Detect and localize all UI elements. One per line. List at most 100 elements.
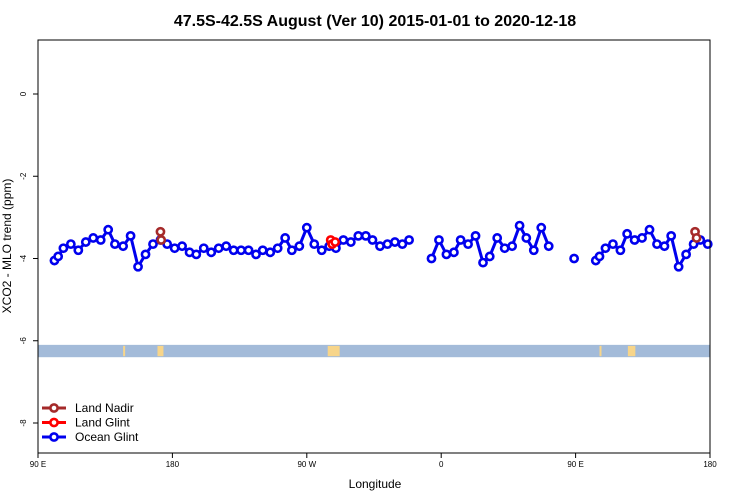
ocean-glint-point-0-44 bbox=[367, 235, 378, 245]
ocean-glint-point-0-42 bbox=[353, 230, 364, 241]
ocean-glint-point-0-18 bbox=[177, 241, 188, 252]
legend-marker-land-nadir bbox=[49, 403, 59, 413]
ocean-glint-point-3-7 bbox=[637, 233, 647, 243]
y-tick-label-0: 0 bbox=[19, 91, 28, 96]
ocean-glint-point-0-29 bbox=[257, 245, 268, 256]
ocean-glint-point-0-9 bbox=[110, 239, 120, 250]
ocean-glint-point-3-5 bbox=[622, 228, 633, 239]
ocean-glint-point-0-4 bbox=[73, 245, 84, 256]
legend-label-land-nadir: Land Nadir bbox=[75, 401, 134, 415]
legend-label-land-glint: Land Glint bbox=[75, 416, 130, 430]
plot-frame bbox=[37, 39, 711, 454]
ocean-glint-point-1-12 bbox=[514, 220, 525, 231]
x-tick-label-3: 0 bbox=[439, 460, 444, 469]
ocean-glint-point-3-9 bbox=[652, 239, 662, 250]
ocean-glint-point-0-40 bbox=[338, 235, 349, 245]
land-patch-0 bbox=[123, 345, 126, 357]
ocean-glint-point-1-6 bbox=[470, 230, 481, 241]
ocean-glint-point-0-37 bbox=[316, 245, 327, 256]
legend-item-land-glint: Land Glint bbox=[42, 416, 130, 430]
series-ocean-glint bbox=[49, 220, 713, 272]
series-land-nadir bbox=[155, 226, 702, 245]
ocean-glint-point-0-34 bbox=[294, 241, 305, 252]
ocean-glint-point-0-7 bbox=[95, 235, 106, 245]
y-axis: 0 -2 -4 -6 -8 bbox=[19, 91, 38, 427]
ocean-glint-point-0-10 bbox=[118, 241, 129, 252]
ocean-glint-point-1-5 bbox=[463, 239, 473, 250]
ocean-glint-point-1-3 bbox=[448, 247, 459, 258]
ocean-glint-point-0-45 bbox=[375, 241, 385, 252]
ocean-glint-point-0-47 bbox=[390, 237, 400, 247]
ocean-glint-point-0-8 bbox=[103, 224, 114, 235]
ocean-glint-point-0-32 bbox=[280, 233, 291, 243]
ocean-glint-point-0-26 bbox=[236, 245, 246, 256]
legend-marker-ocean-glint bbox=[49, 432, 59, 442]
x-axis: 90 E 180 90 W 0 90 E 180 bbox=[30, 453, 717, 469]
land-nadir-point-0-0 bbox=[155, 226, 166, 237]
ocean-glint-point-0-11 bbox=[125, 230, 136, 241]
ocean-glint-point-0-48 bbox=[397, 239, 408, 250]
ocean-glint-point-0-1 bbox=[53, 251, 64, 262]
ocean-glint-point-0-5 bbox=[80, 237, 91, 247]
legend-item-ocean-glint: Ocean Glint bbox=[42, 430, 139, 444]
y-tick-label-2: -4 bbox=[19, 254, 28, 262]
ocean-glint-point-3-1 bbox=[594, 251, 605, 262]
ocean-glint-point-0-17 bbox=[169, 243, 180, 254]
ocean-glint-point-0-22 bbox=[206, 247, 217, 258]
legend-label-ocean-glint: Ocean Glint bbox=[75, 430, 139, 444]
ocean-glint-point-0-43 bbox=[360, 230, 371, 241]
ocean-glint-point-3-12 bbox=[673, 261, 684, 272]
ocean-glint-point-0-46 bbox=[382, 239, 393, 250]
ocean-glint-point-0-20 bbox=[191, 249, 202, 260]
ocean-band bbox=[38, 344, 710, 358]
land-glint-point-0-2 bbox=[330, 237, 341, 247]
ocean-glint-point-1-16 bbox=[543, 241, 554, 252]
x-tick-label-5: 180 bbox=[703, 460, 717, 469]
ocean-glint-point-3-2 bbox=[600, 243, 611, 254]
x-tick-label-4: 90 E bbox=[567, 460, 583, 469]
land-nadir-point-1-1 bbox=[691, 233, 702, 243]
land-patch-3 bbox=[599, 345, 602, 357]
ocean-glint-point-1-10 bbox=[499, 243, 510, 254]
ocean-glint-point-0-31 bbox=[272, 243, 283, 254]
series-layer bbox=[49, 220, 713, 272]
y-tick-label-1: -2 bbox=[19, 172, 28, 180]
ocean-glint-point-0-24 bbox=[221, 241, 232, 252]
y-axis-label: XCO2 - MLO trend (ppm) bbox=[0, 179, 14, 314]
ocean-glint-point-0-41 bbox=[345, 237, 356, 247]
ocean-glint-point-1-13 bbox=[521, 233, 532, 243]
chart-title: 47.5S-42.5S August (Ver 10) 2015-01-01 t… bbox=[174, 13, 576, 30]
ocean-glint-point-0-2 bbox=[58, 243, 69, 254]
ocean-glint-point-1-4 bbox=[455, 235, 466, 245]
ocean-glint-point-0-13 bbox=[140, 249, 151, 260]
ocean-glint-point-0-30 bbox=[265, 247, 276, 258]
ocean-glint-point-3-10 bbox=[659, 241, 670, 252]
land-patch-4 bbox=[627, 345, 636, 357]
ocean-glint-point-1-0 bbox=[426, 253, 437, 264]
land-patch-2 bbox=[327, 345, 340, 357]
ocean-glint-point-1-2 bbox=[441, 249, 452, 260]
x-tick-label-0: 90 E bbox=[30, 460, 46, 469]
ocean-glint-point-1-1 bbox=[434, 235, 444, 245]
land-patch-1 bbox=[157, 345, 164, 357]
ocean-glint-point-3-3 bbox=[608, 239, 618, 250]
ocean-glint-point-0-25 bbox=[228, 245, 239, 256]
ocean-glint-point-1-8 bbox=[484, 251, 495, 262]
ocean-glint-point-0-49 bbox=[404, 235, 414, 245]
legend-item-land-nadir: Land Nadir bbox=[42, 401, 134, 415]
ocean-glint-point-0-21 bbox=[198, 243, 209, 254]
ocean-glint-point-0-35 bbox=[301, 222, 312, 233]
y-tick-label-3: -6 bbox=[19, 337, 28, 345]
ocean-glint-point-0-33 bbox=[286, 245, 297, 256]
ocean-glint-point-3-4 bbox=[615, 245, 626, 256]
ocean-glint-point-1-9 bbox=[492, 233, 503, 243]
y-tick-label-4: -8 bbox=[19, 419, 28, 427]
ocean-glint-point-3-11 bbox=[666, 230, 677, 241]
ocean-glint-point-1-15 bbox=[536, 222, 547, 233]
land-ocean-band bbox=[38, 344, 710, 358]
ocean-glint-point-1-14 bbox=[528, 245, 539, 256]
ocean-glint-point-1-7 bbox=[478, 257, 488, 268]
series-land-glint bbox=[325, 235, 341, 250]
ocean-glint-point-1-11 bbox=[507, 241, 518, 252]
